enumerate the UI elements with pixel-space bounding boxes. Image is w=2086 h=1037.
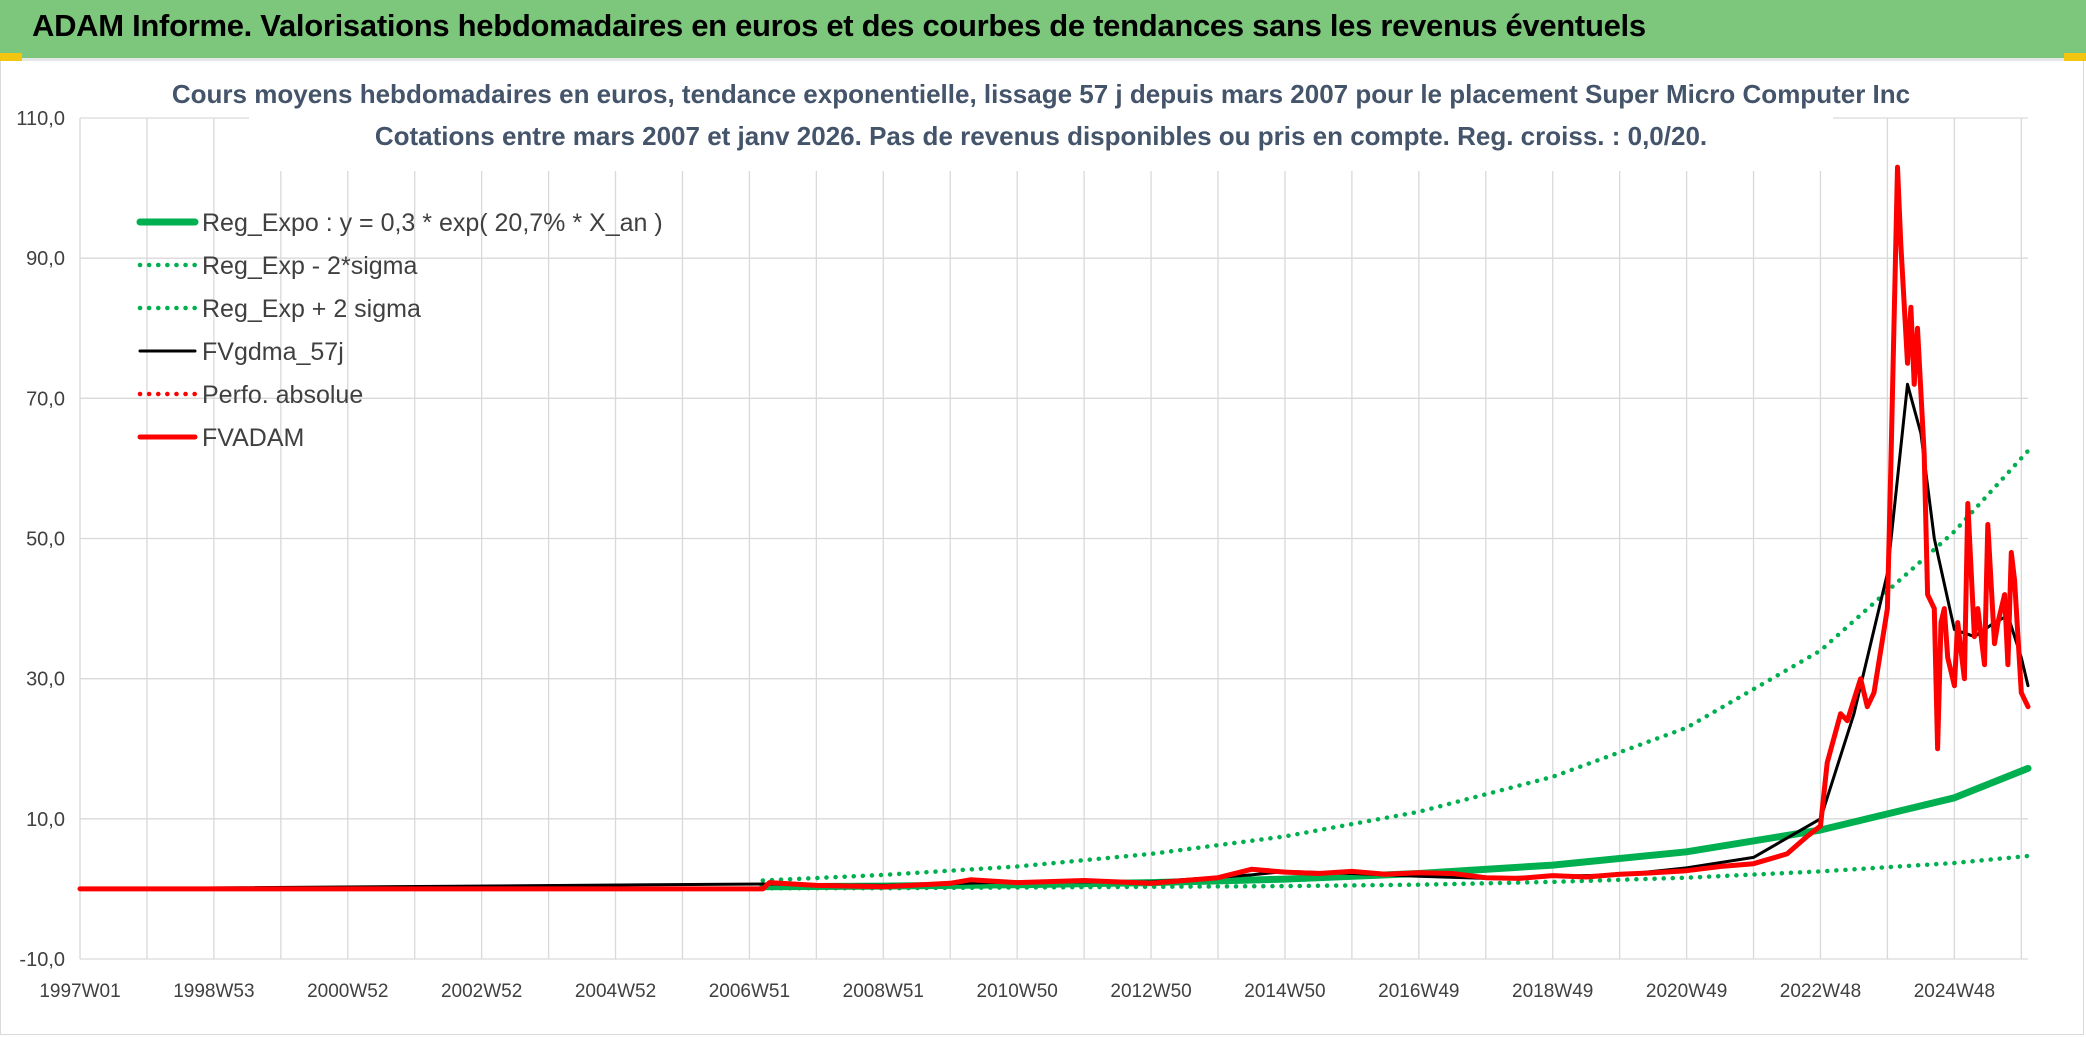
page-title: ADAM Informe. Valorisations hebdomadaire…	[32, 8, 1646, 43]
x-tick-label: 2000W52	[307, 981, 388, 1002]
legend: Reg_Expo : y = 0,3 * exp( 20,7% * X_an )…	[136, 209, 663, 452]
chart-subtitle: Cotations entre mars 2007 et janv 2026. …	[375, 121, 1707, 151]
y-tick-label: 70,0	[26, 388, 65, 410]
title-backdrop	[249, 63, 1833, 171]
x-tick-label: 2008W51	[843, 981, 924, 1002]
y-tick-label: 90,0	[26, 248, 65, 270]
title-banner: ADAM Informe. Valorisations hebdomadaire…	[0, 0, 2086, 61]
legend-label: Reg_Expo : y = 0,3 * exp( 20,7% * X_an )	[202, 209, 663, 237]
x-tick-label: 1997W01	[39, 981, 120, 1002]
y-tick-label: 30,0	[26, 669, 65, 691]
x-tick-label: 2018W49	[1512, 981, 1593, 1002]
legend-label: FVADAM	[202, 424, 304, 452]
x-tick-label: 2016W49	[1378, 981, 1459, 1002]
x-tick-label: 2024W48	[1914, 981, 1995, 1002]
y-tick-label: 110,0	[16, 108, 65, 130]
y-tick-label: 50,0	[26, 529, 65, 551]
chart-title: Cours moyens hebdomadaires en euros, ten…	[172, 79, 1910, 109]
x-tick-label: 2022W48	[1780, 981, 1861, 1002]
x-tick-label: 2010W50	[977, 981, 1058, 1002]
legend-label: Reg_Exp + 2 sigma	[202, 295, 421, 323]
x-tick-label: 2014W50	[1244, 981, 1325, 1002]
chart-area: 110,0 90,0 70,0 50,0 30,0 10,0 -10,0 1997W01 199…	[0, 61, 2084, 1035]
banner-corner-right	[2064, 53, 2086, 61]
x-tick-label: 2004W52	[575, 981, 656, 1002]
x-tick-label: 1998W53	[173, 981, 254, 1002]
line-chart: 110,0 90,0 70,0 50,0 30,0 10,0 -10,0 1997W01 199…	[16, 63, 2032, 1002]
legend-label: FVgdma_57j	[202, 338, 344, 366]
x-tick-label: 2002W52	[441, 981, 522, 1002]
y-tick-label: 10,0	[26, 809, 65, 831]
series-line-6	[77, 164, 2031, 892]
legend-label: Reg_Exp - 2*sigma	[202, 252, 417, 280]
series-line-3	[760, 448, 2031, 883]
x-tick-label: 2020W49	[1646, 981, 1727, 1002]
legend-label: Perfo. absolue	[202, 381, 363, 409]
banner-corner-left	[0, 53, 22, 61]
x-tick-label: 2012W50	[1110, 981, 1191, 1002]
x-tick-label: 2006W51	[709, 981, 790, 1002]
y-tick-label: -10,0	[19, 949, 65, 971]
series-line-4	[78, 382, 2030, 891]
